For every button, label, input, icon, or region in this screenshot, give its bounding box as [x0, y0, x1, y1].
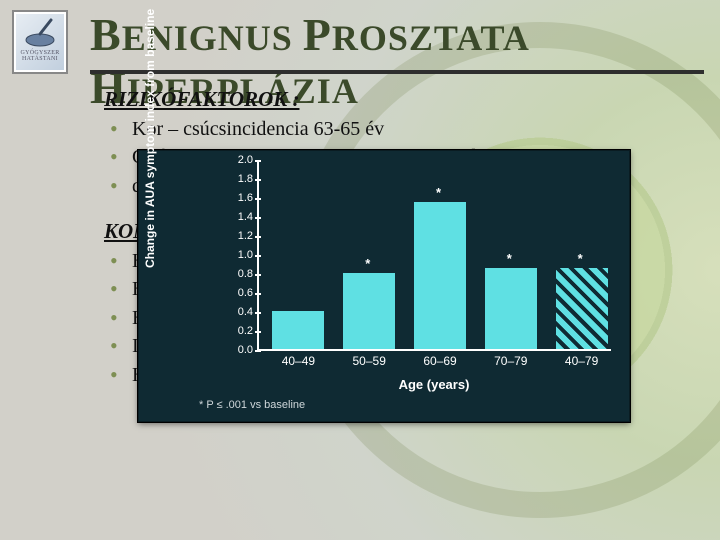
sig-marker: *	[365, 256, 370, 271]
sig-marker: *	[578, 251, 583, 266]
x-category: 70–79	[476, 354, 546, 368]
axis-x	[257, 349, 611, 351]
x-category: 40–79	[547, 354, 617, 368]
y-tick: 2.0	[211, 154, 253, 166]
x-category: 50–59	[334, 354, 404, 368]
bar	[272, 311, 324, 349]
y-tick: 1.8	[211, 173, 253, 185]
chart-plot: 0.00.20.40.60.81.01.21.41.61.82.0****	[257, 161, 611, 351]
y-tick: 1.0	[211, 249, 253, 261]
chart-x-label: Age (years)	[257, 377, 611, 392]
y-tick: 0.6	[211, 287, 253, 299]
y-tick: 0.8	[211, 268, 253, 280]
bar	[556, 268, 608, 349]
bar	[414, 202, 466, 349]
bar	[485, 268, 537, 349]
slide: GYÓGYSZER HATÁSTANI BENIGNUS PROSZTATA H…	[0, 0, 720, 540]
y-tick: 1.2	[211, 230, 253, 242]
logo: GYÓGYSZER HATÁSTANI	[12, 10, 68, 74]
bar	[343, 273, 395, 349]
logo-text: GYÓGYSZER HATÁSTANI	[14, 50, 66, 62]
chart-footnote: * P ≤ .001 vs baseline	[199, 399, 305, 411]
mortar-icon	[21, 18, 59, 48]
chart-y-label: Change in AUA symptom index from baselin…	[143, 9, 157, 268]
chart: Change in AUA symptom index from baselin…	[138, 150, 630, 422]
sig-marker: *	[436, 185, 441, 200]
y-tick: 1.6	[211, 192, 253, 204]
x-category: 60–69	[405, 354, 475, 368]
x-category: 40–49	[263, 354, 333, 368]
y-tick: 1.4	[211, 211, 253, 223]
y-tick: 0.2	[211, 325, 253, 337]
title-rule	[90, 70, 704, 74]
y-tick: 0.4	[211, 306, 253, 318]
list-item: Kor – csúcsincidencia 63-65 év	[104, 117, 696, 143]
sig-marker: *	[507, 251, 512, 266]
section-heading-1: RIZIKÓFAKTOROK :	[104, 86, 696, 113]
y-tick: 0.0	[211, 344, 253, 356]
